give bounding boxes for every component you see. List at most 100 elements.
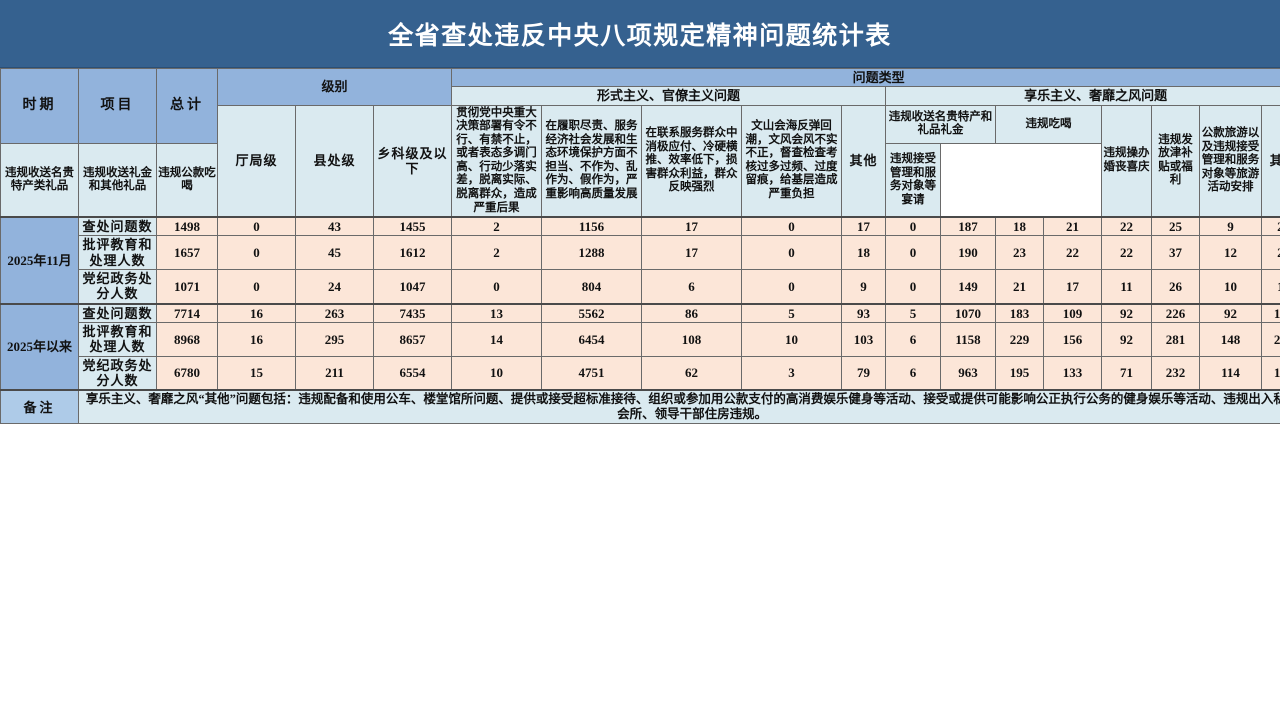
cell-hedonism-0: 0 <box>885 235 941 271</box>
cell-level-2: 8657 <box>373 322 452 357</box>
header-formalism-col-other: 其他 <box>841 104 886 218</box>
cell-formalism-2: 6 <box>641 269 742 305</box>
cell-total: 6780 <box>156 355 218 391</box>
cell-hedonism-2: 23 <box>995 235 1044 271</box>
cell-total: 1071 <box>156 269 218 305</box>
cell-hedonism-6: 148 <box>1199 322 1262 357</box>
cell-formalism-1: 4751 <box>541 355 642 391</box>
cell-hedonism-4: 22 <box>1101 216 1152 237</box>
cell-hedonism-7: 26 <box>1260 235 1280 271</box>
cell-hedonism-5: 281 <box>1151 322 1200 357</box>
cell-hedonism-1: 1158 <box>940 322 996 357</box>
cell-hedonism-0: 5 <box>885 303 941 324</box>
cell-level-0: 0 <box>217 216 296 237</box>
table-row: 2025年以来 查处问题数 7714 16 263 7435 13 5562 8… <box>0 303 1280 391</box>
note-row: 备注 享乐主义、奢靡之风“其他”问题包括：违规配备和使用公车、楼堂馆所问题、提供… <box>0 389 1280 424</box>
cell-hedonism-2: 21 <box>995 269 1044 305</box>
cell-level-1: 24 <box>295 269 374 305</box>
cell-hedonism-4: 71 <box>1101 355 1152 391</box>
cell-formalism-3: 0 <box>741 216 842 237</box>
row-label: 查处问题数 <box>78 216 157 237</box>
cell-hedonism-5: 37 <box>1151 235 1200 271</box>
cell-level-2: 1047 <box>373 269 452 305</box>
header-row-groups: 形式主义、官僚主义问题 享乐主义、奢靡之风问题 <box>1 86 1280 106</box>
cell-level-1: 295 <box>295 322 374 357</box>
cell-hedonism-6: 114 <box>1199 355 1262 391</box>
row-label: 党纪政务处分人数 <box>78 355 157 391</box>
cell-formalism-4: 93 <box>841 303 886 324</box>
cell-hedonism-0: 6 <box>885 322 941 357</box>
header-hedonism-subgroup-dining: 违规吃喝 <box>995 104 1102 145</box>
cell-hedonism-6: 12 <box>1199 235 1262 271</box>
table-row: 党纪政务处分人数 1071 0 24 1047 0 804 6 0 9 0 14… <box>1 269 1280 305</box>
cell-level-2: 1612 <box>373 235 452 271</box>
header-hedonism-col-other: 其他 <box>1260 104 1280 218</box>
table-row: 党纪政务处分人数 6780 15 211 6554 10 4751 62 3 7… <box>1 355 1280 391</box>
cell-formalism-0: 0 <box>451 269 542 305</box>
cell-hedonism-1: 149 <box>940 269 996 305</box>
header-total: 总计 <box>156 67 218 145</box>
cell-formalism-0: 2 <box>451 216 542 237</box>
header-problem-type-band: 问题类型 <box>450 67 1280 88</box>
cell-hedonism-5: 232 <box>1151 355 1200 391</box>
cell-hedonism-3: 109 <box>1043 303 1102 324</box>
cell-hedonism-5: 226 <box>1151 303 1200 324</box>
cell-hedonism-2: 229 <box>995 322 1044 357</box>
cell-hedonism-7: 18 <box>1260 269 1280 305</box>
cell-hedonism-0: 0 <box>885 269 941 305</box>
cell-formalism-0: 13 <box>451 303 542 324</box>
table-row: 2025年11月 查处问题数 1498 0 43 1455 2 1156 17 … <box>0 216 1280 305</box>
cell-formalism-3: 5 <box>741 303 842 324</box>
header-level-ting: 厅局级 <box>217 104 296 218</box>
cell-hedonism-2: 195 <box>995 355 1044 391</box>
header-formalism-col-4: 文山会海反弹回潮，文风会风不实不正，督查检查考核过多过频、过度留痕，给基层造成严… <box>741 104 842 218</box>
cell-level-1: 211 <box>295 355 374 391</box>
cell-hedonism-0: 6 <box>885 355 941 391</box>
header-hedonism-col-wedding: 违规操办婚丧喜庆 <box>1101 104 1152 218</box>
cell-formalism-4: 103 <box>841 322 886 357</box>
header-row-band: 时期 项目 总计 级别 问题类型 <box>0 67 1280 145</box>
statistics-table: 时期 项目 总计 级别 问题类型 形式主义、官僚主义问题 享乐主义、奢靡之风问题… <box>0 67 1280 424</box>
cell-hedonism-6: 10 <box>1199 269 1262 305</box>
cell-formalism-3: 10 <box>741 322 842 357</box>
table-row: 批评教育和处理人数 8968 16 295 8657 14 6454 108 1… <box>1 322 1280 357</box>
header-hedonism-leaf-public-funds-dining: 违规公款吃喝 <box>156 143 218 218</box>
header-hedonism-leaf-gift-specialty: 违规收送名贵特产类礼品 <box>0 143 79 218</box>
cell-level-1: 43 <box>295 216 374 237</box>
cell-level-0: 0 <box>217 235 296 271</box>
page-title: 全省查处违反中央八项规定精神问题统计表 <box>0 0 1280 68</box>
header-group-formalism: 形式主义、官僚主义问题 <box>451 86 886 106</box>
cell-level-0: 16 <box>217 322 296 357</box>
cell-formalism-3: 3 <box>741 355 842 391</box>
cell-hedonism-4: 11 <box>1101 269 1152 305</box>
cell-formalism-0: 2 <box>451 235 542 271</box>
cell-formalism-0: 14 <box>451 322 542 357</box>
row-label: 批评教育和处理人数 <box>78 322 157 357</box>
header-hedonism-col-travel: 公款旅游以及违规接受管理和服务对象等旅游活动安排 <box>1199 104 1262 218</box>
cell-level-1: 45 <box>295 235 374 271</box>
cell-formalism-4: 9 <box>841 269 886 305</box>
cell-hedonism-3: 156 <box>1043 322 1102 357</box>
header-hedonism-col-subsidy: 违规发放津补贴或福利 <box>1151 104 1200 218</box>
header-level-group: 级别 <box>217 68 452 106</box>
cell-hedonism-1: 963 <box>940 355 996 391</box>
cell-formalism-1: 5562 <box>541 303 642 324</box>
cell-hedonism-3: 22 <box>1043 235 1102 271</box>
cell-formalism-2: 86 <box>641 303 742 324</box>
cell-formalism-3: 0 <box>741 269 842 305</box>
cell-formalism-0: 10 <box>451 355 542 391</box>
cell-hedonism-7: 178 <box>1260 303 1280 324</box>
cell-formalism-2: 108 <box>641 322 742 357</box>
cell-total: 1498 <box>156 216 218 237</box>
header-period: 时期 <box>0 67 79 145</box>
cell-hedonism-4: 92 <box>1101 303 1152 324</box>
header-hedonism-leaf-gift-money: 违规收送礼金和其他礼品 <box>78 143 157 218</box>
cell-total: 7714 <box>156 303 218 324</box>
header-group-hedonism: 享乐主义、奢靡之风问题 <box>884 86 1280 106</box>
cell-level-2: 7435 <box>373 303 452 324</box>
header-row-sub-b: 违规收送名贵特产类礼品 违规收送礼金和其他礼品 违规公款吃喝 违规接受管理和服务… <box>0 143 1280 218</box>
cell-level-2: 1455 <box>373 216 452 237</box>
cell-formalism-2: 17 <box>641 235 742 271</box>
cell-hedonism-4: 22 <box>1101 235 1152 271</box>
